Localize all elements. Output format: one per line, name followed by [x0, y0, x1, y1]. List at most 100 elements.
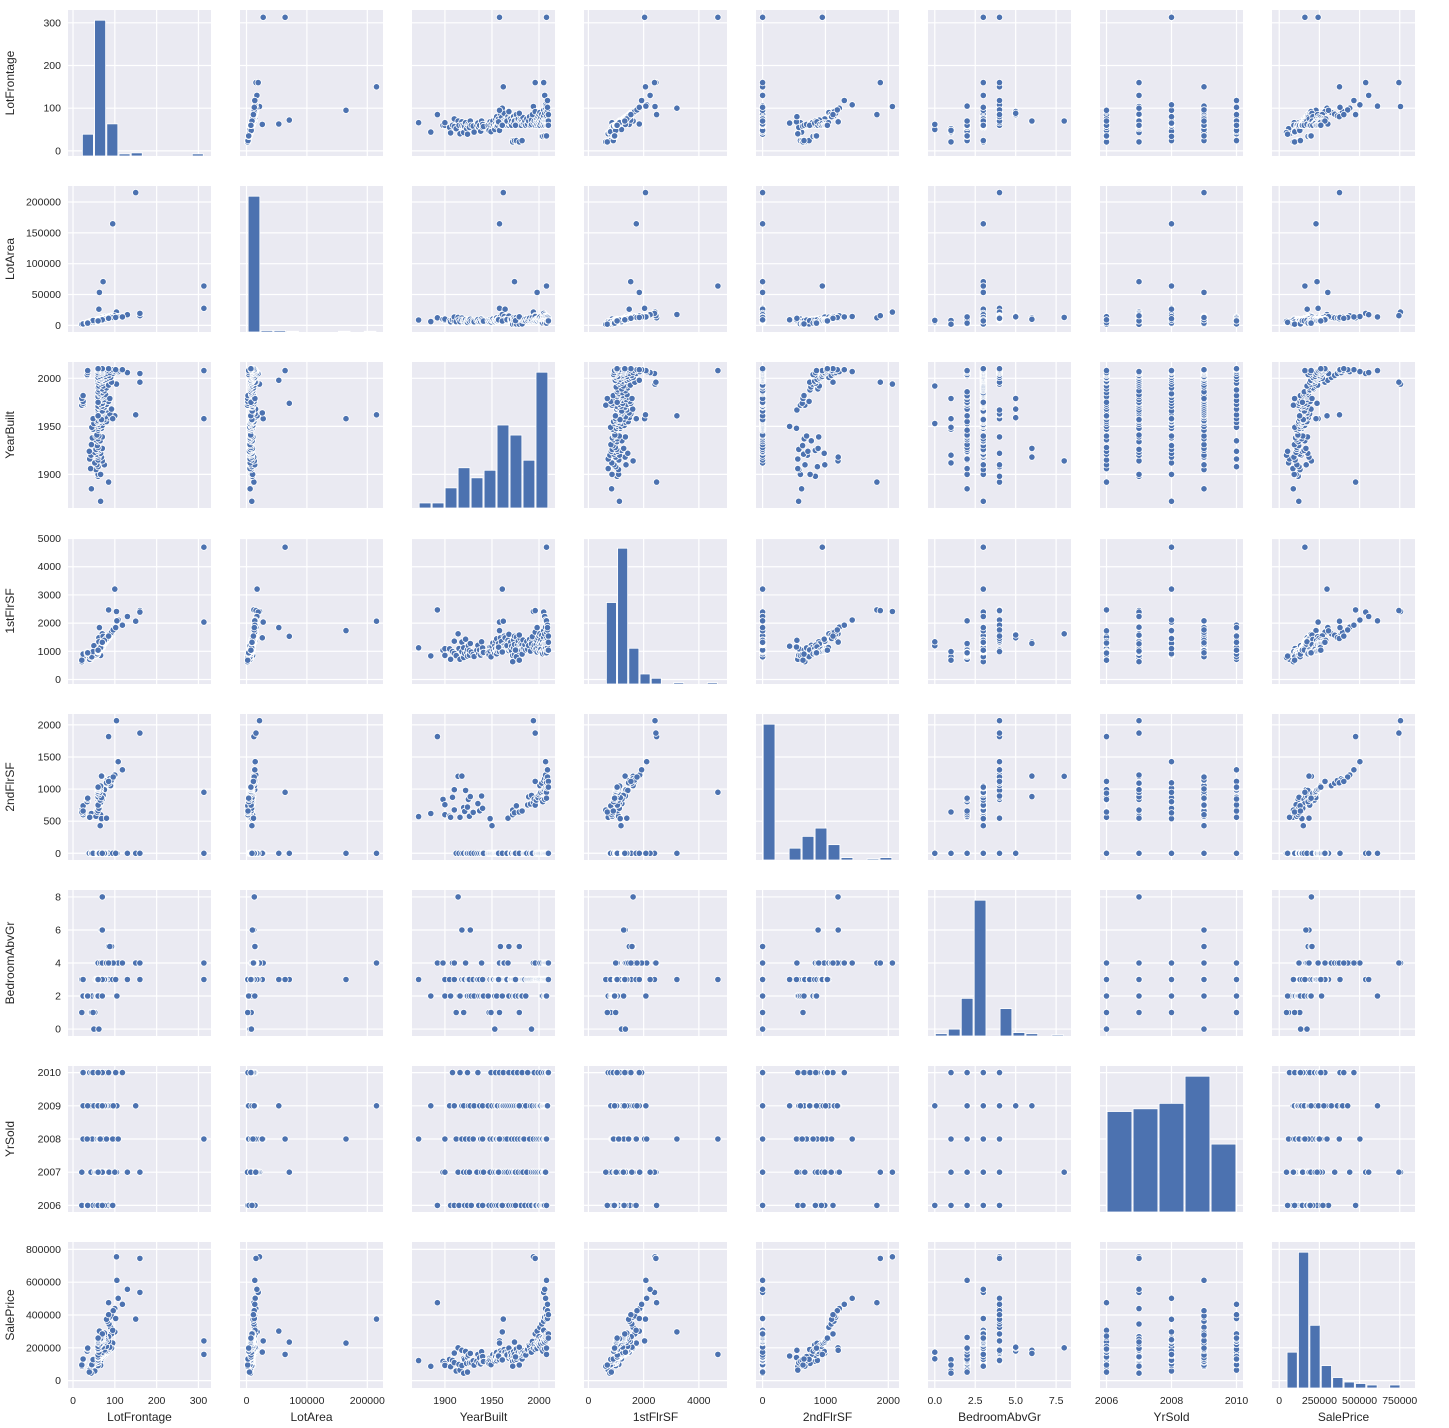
hist-bar — [457, 467, 471, 509]
data-point — [1290, 394, 1299, 403]
data-point — [1344, 106, 1352, 114]
data-point — [1373, 313, 1382, 321]
hist-bar — [444, 487, 458, 509]
panel-canvas — [240, 537, 383, 684]
data-point — [98, 638, 106, 646]
data-point — [995, 461, 1004, 469]
data-point — [499, 83, 507, 91]
data-point — [995, 406, 1004, 414]
data-point — [635, 313, 643, 321]
hist-bar — [247, 195, 261, 333]
data-point — [1028, 453, 1036, 461]
data-point — [111, 585, 119, 593]
data-point — [995, 365, 1004, 373]
panel-canvas — [928, 362, 1071, 508]
y-axis-label: YearBuilt — [3, 411, 17, 459]
data-point — [607, 485, 616, 493]
data-point — [1167, 470, 1176, 479]
data-point — [627, 365, 635, 373]
data-point — [812, 132, 821, 140]
data-point — [1102, 316, 1111, 324]
panel-YearBuilt-vs-LotArea — [240, 362, 383, 508]
data-point — [652, 378, 660, 386]
pairplot-grid: 0 100 200 300 LotFrontage 0 50000 100000 150000 2… — [3, 10, 1417, 1424]
data-point — [823, 317, 832, 325]
data-point — [995, 314, 1004, 322]
data-point — [1365, 311, 1373, 319]
data-point — [498, 121, 506, 129]
data-point — [1167, 415, 1176, 423]
data-point — [1135, 138, 1143, 146]
data-point — [1102, 478, 1111, 486]
data-point — [979, 79, 987, 87]
hist-bar — [273, 330, 287, 333]
data-point — [613, 121, 621, 129]
data-point — [979, 415, 987, 424]
data-point — [785, 422, 794, 431]
data-point — [510, 278, 519, 286]
data-point — [200, 304, 208, 312]
data-point — [1232, 121, 1241, 129]
data-point — [285, 399, 293, 407]
data-point — [275, 120, 283, 128]
data-point — [250, 478, 258, 486]
data-point — [1135, 91, 1143, 100]
y-axis-label: LotArea — [3, 238, 17, 280]
data-point — [888, 308, 896, 316]
data-point — [247, 365, 255, 373]
data-point — [947, 451, 955, 459]
data-point — [888, 380, 896, 388]
data-point — [244, 656, 252, 664]
data-point — [1284, 447, 1292, 455]
data-point — [1336, 103, 1344, 111]
data-point — [635, 288, 643, 297]
data-point — [1312, 415, 1320, 423]
hist-bar — [606, 602, 617, 685]
data-point — [466, 639, 474, 648]
data-point — [616, 415, 624, 424]
data-point — [463, 130, 472, 138]
data-point — [611, 412, 619, 420]
data-point — [1167, 113, 1176, 121]
data-point — [533, 624, 541, 632]
data-point — [873, 111, 881, 119]
data-point — [96, 497, 105, 505]
data-point — [834, 453, 842, 461]
y-tick-label: 50000 — [32, 289, 61, 301]
hist-bar — [106, 123, 119, 157]
data-point — [495, 643, 503, 651]
y-tick-label: 1950 — [38, 421, 62, 433]
data-point — [461, 635, 470, 643]
data-point — [1200, 366, 1208, 374]
data-point — [136, 309, 144, 318]
data-point — [785, 642, 794, 650]
data-point — [94, 398, 102, 406]
panel-LotFrontage-vs-2ndFlrSF — [756, 10, 899, 156]
data-point — [1102, 132, 1111, 140]
data-point — [247, 646, 255, 654]
data-point — [342, 627, 350, 635]
data-point — [1060, 457, 1068, 465]
data-point — [620, 444, 628, 453]
data-point — [802, 432, 811, 440]
panel-canvas — [1100, 186, 1243, 332]
data-point — [118, 621, 127, 629]
data-point — [800, 391, 808, 400]
y-tick-label: 1900 — [38, 469, 62, 481]
data-point — [963, 455, 971, 463]
data-point — [608, 470, 616, 479]
data-point — [1028, 444, 1036, 453]
data-point — [200, 618, 208, 626]
panel-1stFlrSF-vs-YearBuilt — [412, 537, 555, 684]
data-point — [813, 463, 822, 471]
data-point — [1012, 313, 1020, 321]
data-point — [653, 111, 661, 119]
data-point — [758, 585, 767, 593]
panel-canvas — [412, 10, 555, 156]
panel-canvas — [756, 186, 899, 332]
data-point — [840, 96, 848, 105]
data-point — [947, 126, 955, 135]
data-point — [1352, 478, 1360, 486]
data-point — [1135, 415, 1143, 424]
